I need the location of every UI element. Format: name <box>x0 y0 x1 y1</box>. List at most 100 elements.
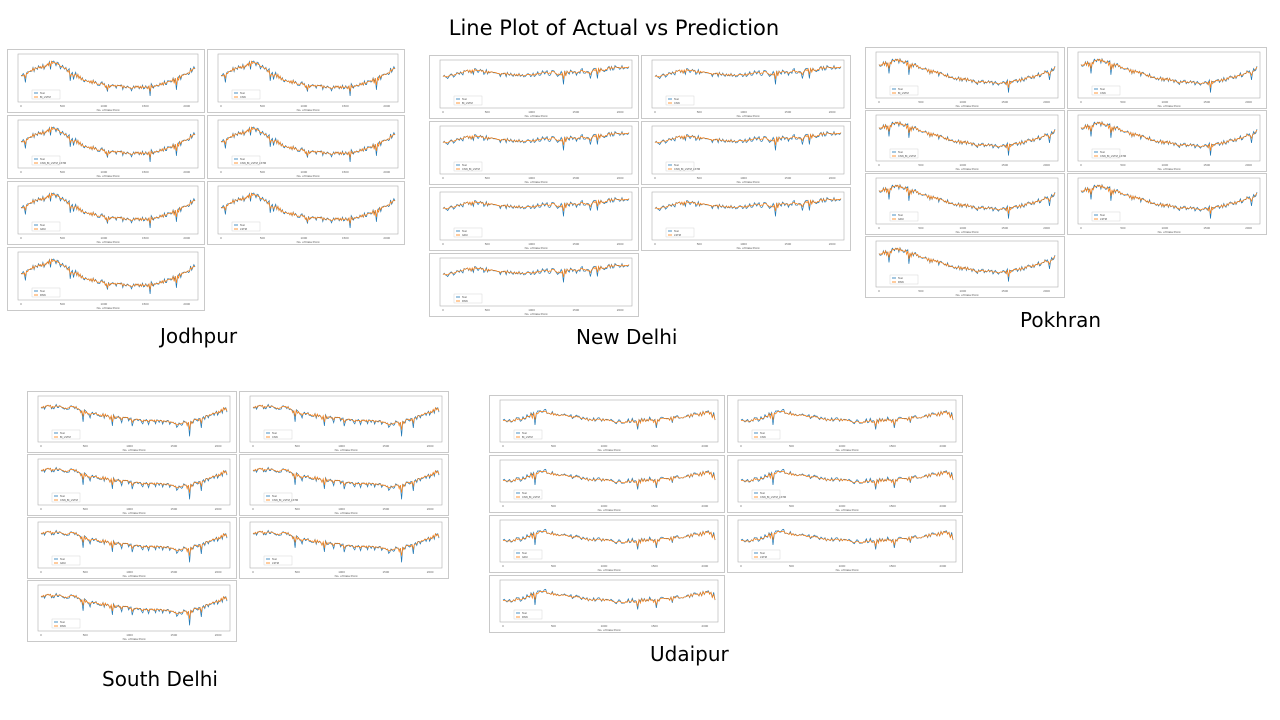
x-tick-label: 1500 <box>1203 100 1210 104</box>
legend-prediction-label: Bi_LSTM <box>40 95 51 99</box>
x-tick-label: 1500 <box>889 504 896 508</box>
legend-prediction-label: LSTM <box>760 555 767 559</box>
x-tick-label: 0 <box>220 236 222 240</box>
legend-box <box>1091 85 1121 96</box>
legend-actual-label: Test <box>462 163 467 167</box>
x-tick-label: 1500 <box>1001 100 1008 104</box>
subplot-panel: 0 500 1000 1500 2000 Test GRU No. of Data Point <box>28 518 236 578</box>
x-tick-label: 1000 <box>959 226 966 230</box>
axes-frame <box>17 53 199 103</box>
x-tick-label: 2000 <box>383 170 390 174</box>
legend-prediction-label: CNN <box>1100 91 1106 95</box>
subplot-panel: 0 500 1000 1500 2000 Test Bi_LSTM No. of Data P… <box>490 396 724 452</box>
subplot-panel: 0 500 1000 1500 2000 Test RNN No. of Data Point <box>430 254 638 316</box>
legend-actual-label: Test <box>674 163 679 167</box>
x-tick-label: 1500 <box>785 110 792 114</box>
x-tick-label: 500 <box>83 444 88 448</box>
x-axis-label: No. of Data Point <box>525 246 548 250</box>
x-tick-label: 2000 <box>829 176 836 180</box>
axes-frame <box>499 579 719 623</box>
x-tick-label: 1000 <box>126 633 133 637</box>
axes-frame <box>439 59 633 109</box>
legend-prediction-label: RNN <box>898 280 904 284</box>
subplot-panel: 0 500 1000 1500 2000 Test CNN_Bi_LSTM_LSTM No. … <box>8 116 204 178</box>
x-tick-label: 500 <box>295 570 300 574</box>
axes-frame <box>1077 51 1261 99</box>
legend-prediction-label: CNN <box>674 101 680 105</box>
legend-actual-label: Test <box>462 295 467 299</box>
legend-box <box>51 429 81 440</box>
x-tick-label: 2000 <box>183 302 190 306</box>
x-tick-label: 2000 <box>1245 100 1252 104</box>
x-tick-label: 0 <box>740 504 742 508</box>
subplot-panel: 0 500 1000 1500 2000 Test CNN_Bi_LSTM_LSTM No. … <box>1068 111 1266 171</box>
subplot-panel: 0 500 1000 1500 2000 Test CNN_Bi_LSTM_LSTM No. … <box>208 116 404 178</box>
legend-box <box>453 227 483 238</box>
legend-prediction-label: CNN_Bi_LSTM <box>462 167 480 171</box>
subplot-panel: 0 500 1000 1500 2000 Test GRU No. of Data Point <box>866 174 1064 234</box>
axes-frame <box>17 251 199 301</box>
x-tick-label: 500 <box>260 170 265 174</box>
axes-frame <box>37 458 231 506</box>
axes-frame <box>1077 114 1261 162</box>
x-tick-label: 2000 <box>617 110 624 114</box>
x-tick-label: 0 <box>878 226 880 230</box>
x-tick-label: 1000 <box>101 302 108 306</box>
x-tick-label: 1000 <box>338 570 345 574</box>
x-tick-label: 1000 <box>338 507 345 511</box>
x-tick-label: 1500 <box>1203 226 1210 230</box>
legend-actual-label: Test <box>40 157 45 161</box>
x-tick-label: 0 <box>878 289 880 293</box>
legend-prediction-label: GRU <box>40 227 46 231</box>
prediction-series-line <box>252 467 440 493</box>
legend-prediction-label: CNN_Bi_LSTM_LSTM <box>760 495 786 499</box>
legend-actual-label: Test <box>898 150 903 154</box>
axes-frame <box>1077 177 1261 225</box>
legend-box <box>263 492 293 503</box>
axes-frame <box>737 519 957 563</box>
legend-actual-label: Test <box>40 289 45 293</box>
x-tick-label: 2000 <box>183 104 190 108</box>
x-axis-label: No. of Data Point <box>335 448 358 452</box>
x-axis-label: No. of Data Point <box>97 108 120 112</box>
prediction-series-line <box>442 264 630 278</box>
x-tick-label: 1500 <box>342 170 349 174</box>
prediction-series-line <box>20 192 196 224</box>
x-tick-label: 1000 <box>528 242 535 246</box>
x-axis-label: No. of Data Point <box>737 114 760 118</box>
x-tick-label: 0 <box>442 110 444 114</box>
legend-actual-label: Test <box>240 91 245 95</box>
legend-box <box>751 429 781 440</box>
x-tick-label: 500 <box>485 308 490 312</box>
legend-actual-label: Test <box>60 620 65 624</box>
axes-frame <box>37 584 231 632</box>
x-axis-label: No. of Data Point <box>525 180 548 184</box>
x-tick-label: 2000 <box>702 444 709 448</box>
x-tick-label: 500 <box>1120 163 1125 167</box>
prediction-series-line <box>20 60 196 92</box>
x-tick-label: 1500 <box>1203 163 1210 167</box>
legend-actual-label: Test <box>522 431 527 435</box>
legend-box <box>513 549 543 560</box>
x-tick-label: 500 <box>789 504 794 508</box>
prediction-series-line <box>654 198 842 212</box>
legend-prediction-label: CNN_Bi_LSTM_LSTM <box>272 498 298 502</box>
legend-box <box>31 89 61 100</box>
x-tick-label: 2000 <box>215 507 222 511</box>
axes-frame <box>651 191 845 241</box>
x-tick-label: 0 <box>252 444 254 448</box>
axes-frame <box>217 53 399 103</box>
city-label-pokhran: Pokhran <box>1020 308 1101 332</box>
x-tick-label: 1500 <box>573 110 580 114</box>
legend-prediction-label: GRU <box>462 233 468 237</box>
subplot-panel: 0 500 1000 1500 2000 Test CNN_Bi_LSTM No. of Da… <box>430 122 638 184</box>
legend-actual-label: Test <box>462 97 467 101</box>
legend-box <box>231 221 261 232</box>
legend-box <box>889 85 919 96</box>
x-tick-label: 1500 <box>785 176 792 180</box>
